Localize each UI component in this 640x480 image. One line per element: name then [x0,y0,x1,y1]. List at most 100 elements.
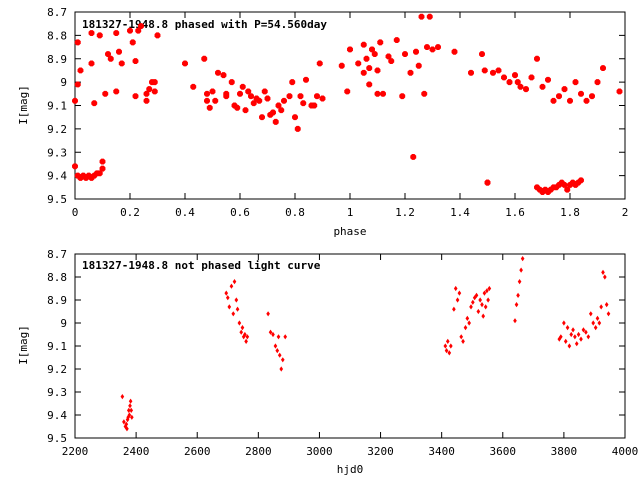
data-point [74,81,81,88]
data-point [523,86,529,93]
data-point [480,302,484,308]
data-point [562,320,566,326]
data-point [273,343,278,349]
data-point [479,51,485,58]
data-point [275,102,282,109]
data-point [472,295,477,301]
data-point [113,88,120,95]
data-point [143,97,150,104]
data-point [593,325,598,331]
data-point [105,51,111,58]
data-point [232,279,237,285]
data-point [319,95,326,102]
data-point [410,153,417,160]
x-tick-label: 3200 [367,445,394,458]
axis-ticks: 0 0.2 0.4 0.6 0.8 1 1.2 1.4 1.6 1.8 2 8.7 8.8 8.9 9 9.1… [47,6,628,219]
x-tick-label: 3800 [551,445,578,458]
data-point [231,311,236,317]
data-point [129,407,134,413]
data-point [118,60,125,67]
y-tick-label: 9.3 [47,386,67,399]
data-point [559,334,563,340]
data-point [234,104,241,111]
data-point [514,79,521,86]
data-point [447,350,452,356]
data-point [452,306,456,312]
data-point [484,179,491,186]
data-point [453,285,458,292]
data-point [338,62,345,69]
data-point [443,343,448,349]
y-tick-label: 9 [60,76,67,89]
x-axis-title: phase [333,225,366,238]
data-point [88,30,95,36]
data-point [578,177,584,184]
data-point [485,288,489,294]
x-tick-label: 1.2 [395,206,415,219]
y-axis-title: I[mag] [17,325,30,365]
data-point [501,74,507,81]
data-point [584,329,588,335]
data-point [363,55,370,62]
data-point [120,394,125,400]
data-points [120,256,611,432]
plot-title: 181327-1948.8 phased with P=54.560day [82,18,327,31]
data-point [88,60,95,67]
data-point [576,331,581,338]
data-point [128,403,132,409]
data-point [597,320,602,326]
data-point [550,97,557,104]
data-point [588,311,593,317]
data-point [204,90,210,97]
data-point [457,290,462,296]
data-point [377,39,384,46]
data-point [556,93,562,100]
data-point [122,419,126,425]
data-point [243,331,247,338]
data-point [201,55,208,62]
data-point [128,398,133,404]
data-point [539,83,546,90]
data-point [467,320,471,326]
y-tick-label: 9.1 [47,340,67,353]
data-point [206,104,213,111]
x-tick-label: 0.4 [175,206,195,219]
data-point [426,13,433,20]
data-point [594,79,601,86]
data-point [534,55,540,62]
data-point [220,72,227,79]
data-point [424,44,430,51]
data-point [300,100,307,107]
data-point [600,65,606,72]
data-point [250,100,257,107]
data-point [486,297,490,303]
y-tick-label: 8.7 [47,248,67,261]
data-point [256,97,263,104]
y-tick-label: 8.8 [47,29,67,42]
x-tick-label: 4000 [612,445,639,458]
y-tick-label: 8.7 [47,6,67,19]
data-point [429,46,436,53]
data-point [595,315,600,321]
data-point [564,186,571,193]
data-point [385,53,392,60]
data-point [281,97,287,104]
x-tick-label: 0 [72,206,79,219]
data-point [277,352,282,358]
y-tick-label: 9.3 [47,146,67,159]
data-point [242,107,249,114]
data-point [517,83,524,90]
data-point [599,304,603,310]
data-point [229,283,234,289]
data-point [267,111,274,118]
data-point [572,79,579,86]
data-point [589,93,595,100]
data-point [463,325,468,331]
data-point [444,348,449,354]
data-point [228,79,235,86]
data-point [154,32,161,39]
data-point [314,93,320,100]
x-tick-label: 2 [622,206,629,219]
data-point [468,69,474,76]
